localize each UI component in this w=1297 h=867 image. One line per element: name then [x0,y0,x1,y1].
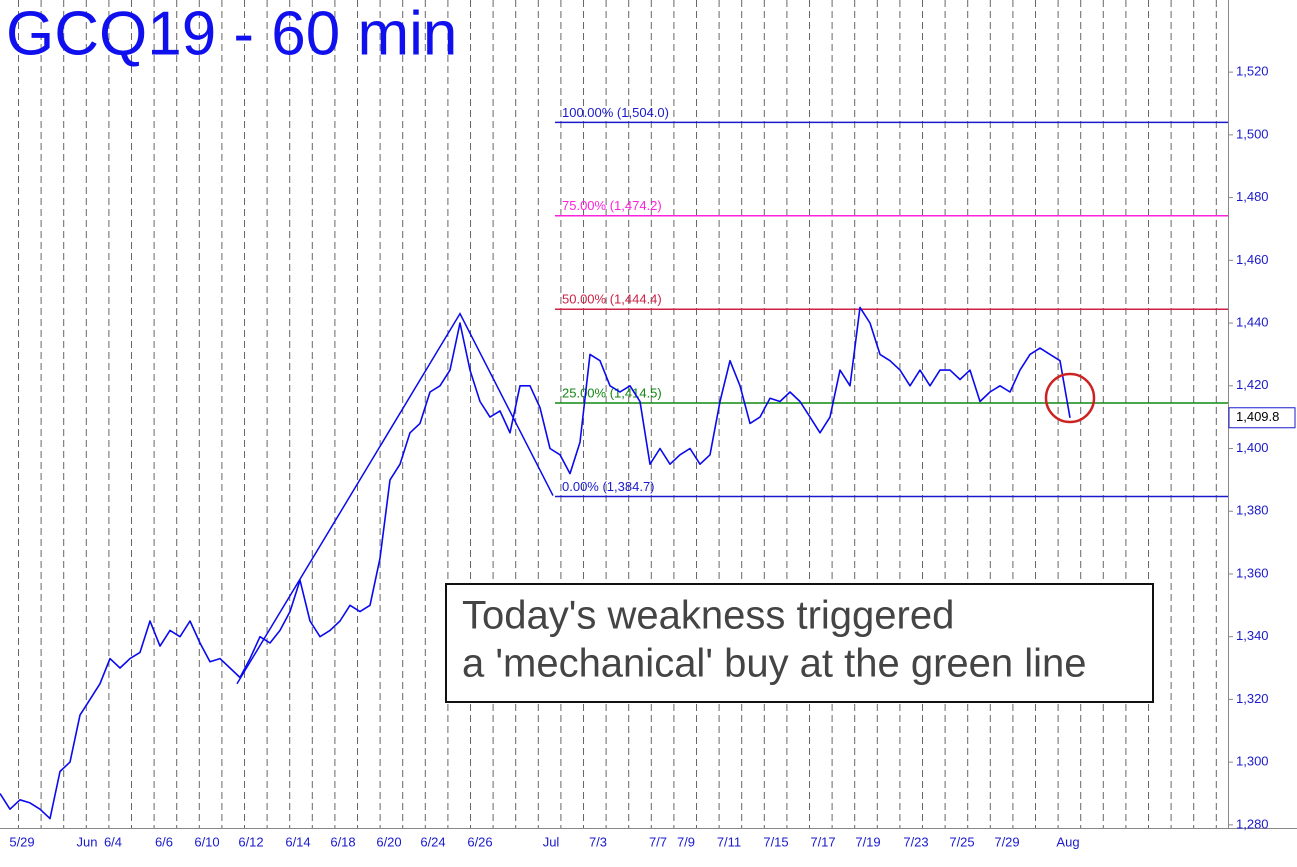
highlight-circle [1044,372,1096,424]
x-tick-label: 6/6 [155,834,173,849]
y-tick-label: 1,380 [1236,503,1269,518]
fib-label: 75.00% (1,474.2) [562,198,662,213]
y-tick-label: 1,460 [1236,252,1269,267]
annotation-box [445,583,1154,703]
x-tick-label: 7/17 [810,834,835,849]
y-tick-label: 1,500 [1236,126,1269,141]
annotation-line: Today's weakness triggered [462,594,954,638]
x-tick-label: 5/29 [9,834,34,849]
y-tick-label: 1,300 [1236,754,1269,769]
y-tick-label: 1,420 [1236,377,1269,392]
x-tick-label: Jul [543,834,560,849]
x-tick-label: 6/14 [285,834,310,849]
fib-label: 50.00% (1,444.4) [562,292,662,307]
trend-line [236,312,554,685]
last-price-box [1228,407,1296,429]
x-tick-label: 7/3 [589,834,607,849]
x-tick-label: 6/24 [420,834,445,849]
x-tick-label: 6/26 [467,834,492,849]
x-tick-label: 7/15 [763,834,788,849]
x-tick-label: 7/9 [677,834,695,849]
y-tick-label: 1,320 [1236,691,1269,706]
x-tick-label: 6/10 [194,834,219,849]
y-tick-label: 1,480 [1236,189,1269,204]
y-tick-label: 1,400 [1236,440,1269,455]
y-tick-label: 1,440 [1236,314,1269,329]
x-tick-label: 7/7 [649,834,667,849]
x-tick-label: 6/12 [238,834,263,849]
y-tick-label: 1,360 [1236,565,1269,580]
chart-title: GCQ19 - 60 min [6,0,457,68]
y-tick-label: 1,520 [1236,64,1269,79]
x-tick-label: 7/19 [855,834,880,849]
day-separators [0,0,1228,828]
y-tick-label: 1,280 [1236,816,1269,831]
fib-label: 100.00% (1,504.0) [562,105,669,120]
x-tick-label: 6/20 [376,834,401,849]
annotation-line: a 'mechanical' buy at the green line [462,642,1087,686]
price-line [0,306,1071,820]
x-tick-label: 7/25 [949,834,974,849]
x-tick-label: 6/18 [330,834,355,849]
x-tick-label: Jun [77,834,98,849]
x-tick-label: Aug [1056,834,1079,849]
fib-label: 0.00% (1,384.7) [562,479,655,494]
x-tick-label: 7/11 [717,834,741,849]
x-tick-label: 7/29 [994,834,1019,849]
last-price-label: 1,409.8 [1236,409,1279,424]
x-tick-label: 7/23 [903,834,928,849]
y-tick-label: 1,340 [1236,628,1269,643]
x-tick-label: 6/4 [104,834,122,849]
